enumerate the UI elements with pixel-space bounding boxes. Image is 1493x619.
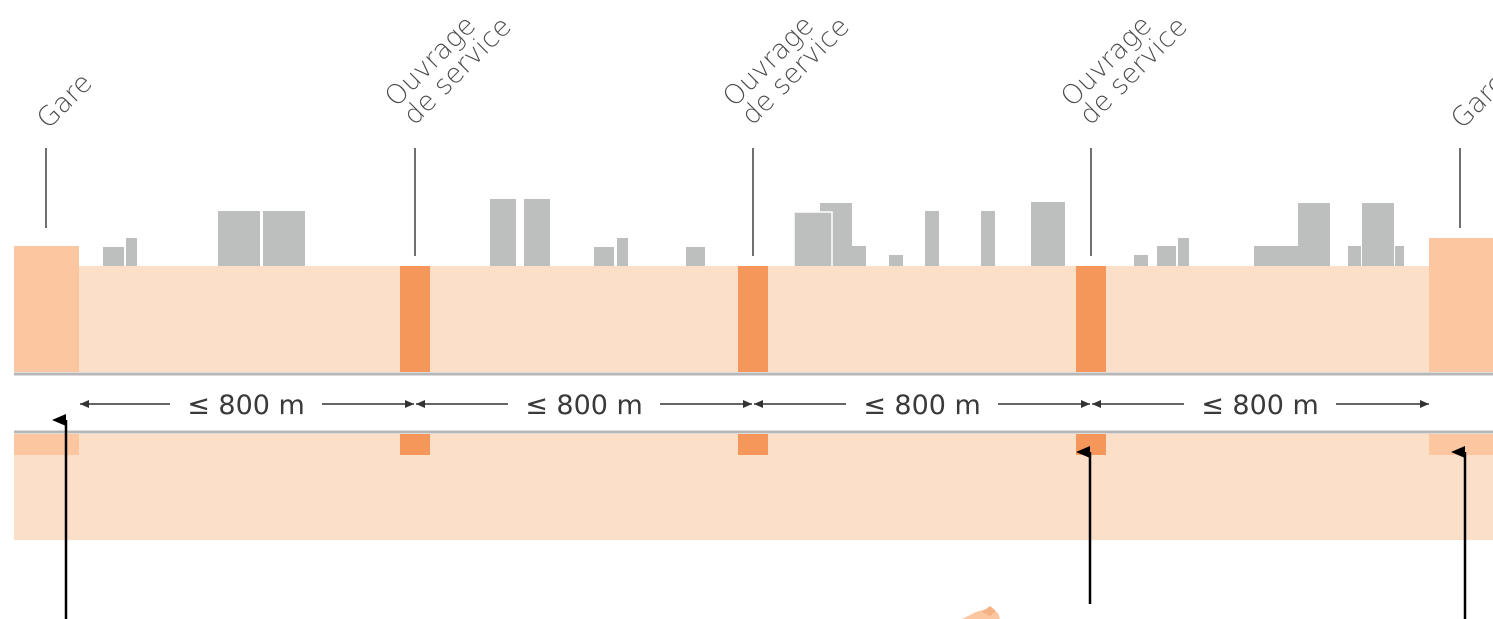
building xyxy=(524,199,550,267)
building xyxy=(852,246,866,267)
service-shaft-3-lower xyxy=(1076,434,1106,455)
distance-label-1: ≤ 800 m xyxy=(187,390,305,421)
building xyxy=(1395,246,1404,267)
building xyxy=(1031,202,1065,267)
building xyxy=(594,247,614,267)
station-left-upper xyxy=(14,246,79,372)
building xyxy=(617,238,628,267)
station-right-lower xyxy=(1429,434,1493,455)
service-shaft-2-lower xyxy=(738,434,768,455)
distance-label-2: ≤ 800 m xyxy=(525,390,643,421)
building xyxy=(889,255,903,267)
distance-label-4: ≤ 800 m xyxy=(1201,390,1319,421)
building xyxy=(1178,238,1189,267)
building xyxy=(1348,246,1361,267)
building xyxy=(1134,255,1148,267)
building xyxy=(686,247,705,267)
building xyxy=(1362,203,1394,267)
building xyxy=(103,247,124,267)
building xyxy=(490,199,516,267)
service-shaft-1-lower xyxy=(400,434,430,455)
building xyxy=(793,211,833,268)
building xyxy=(1298,203,1330,267)
building xyxy=(981,211,995,267)
surface-buildings xyxy=(103,199,1404,268)
building xyxy=(1254,246,1298,267)
label-gare-left: Gare xyxy=(31,67,99,135)
building xyxy=(218,211,260,267)
service-shaft-3-upper xyxy=(1076,266,1106,372)
building xyxy=(126,238,137,267)
service-shaft-1-upper xyxy=(400,266,430,372)
label-gare-right: Gare xyxy=(1445,67,1493,135)
service-shaft-2-upper xyxy=(738,266,768,372)
station-left-lower xyxy=(14,434,79,455)
station-right-upper xyxy=(1429,238,1493,372)
distance-label-3: ≤ 800 m xyxy=(863,390,981,421)
decorative-fragment-icon xyxy=(962,606,1000,619)
building xyxy=(925,211,939,267)
building xyxy=(1157,246,1176,267)
building xyxy=(263,211,305,267)
